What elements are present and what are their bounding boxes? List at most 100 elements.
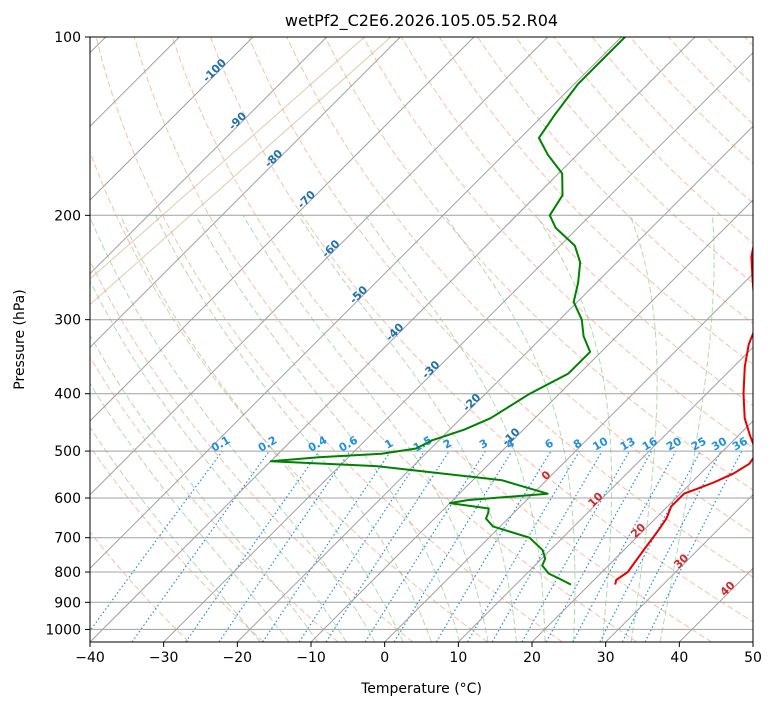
isotherm-line xyxy=(90,37,549,496)
dry-adiabat-line xyxy=(706,37,753,86)
moist-adiabat-line xyxy=(659,215,715,642)
moist-adiabat-line xyxy=(535,215,613,642)
mixing-ratio-line xyxy=(521,450,631,642)
mixing-ratio-line xyxy=(185,450,320,642)
isotherm-line xyxy=(752,641,753,642)
isotherm-line xyxy=(90,37,475,422)
x-tick-label: −40 xyxy=(75,650,105,666)
mixing-ratio-line xyxy=(599,450,702,642)
moist-adiabat-line xyxy=(155,215,432,642)
x-tick-label: −10 xyxy=(296,650,326,666)
isotherm-line xyxy=(90,37,401,349)
dry-adiabat-line xyxy=(553,37,753,244)
isotherm-line xyxy=(310,199,753,642)
y-tick-label: 500 xyxy=(54,444,81,460)
chart-title: wetPf2_C2E6.2026.105.05.52.R04 xyxy=(285,11,558,31)
mixing-ratio-line xyxy=(545,450,653,642)
x-tick-label: −30 xyxy=(149,650,179,666)
dry-adiabat-line xyxy=(95,37,563,642)
dry-adiabat-line xyxy=(90,445,264,642)
y-tick-label: 300 xyxy=(54,313,81,329)
x-tick-label: 30 xyxy=(597,650,615,666)
y-tick-label: 900 xyxy=(54,595,81,611)
isotherm-line xyxy=(90,37,622,570)
x-tick-label: −20 xyxy=(223,650,253,666)
moist-adiabat-line xyxy=(119,215,404,642)
profile-series xyxy=(269,37,753,586)
moist-adiabat-line xyxy=(444,215,576,642)
mixing-ratio-label: 6 xyxy=(543,436,556,451)
isotherm-line xyxy=(457,346,753,642)
mixing-ratio-line xyxy=(644,450,743,642)
background-lines xyxy=(90,37,753,642)
dry-adiabat-line xyxy=(210,37,753,623)
isotherm-label: -50 xyxy=(347,283,370,306)
dry-adiabat-line xyxy=(90,356,339,642)
mixing-ratio-line xyxy=(572,450,677,642)
y-tick-label: 600 xyxy=(54,491,81,507)
y-tick-label: 700 xyxy=(54,531,81,547)
grid-lines xyxy=(90,37,753,642)
dry-adiabat-line xyxy=(90,259,414,642)
isotherm-label: -40 xyxy=(383,320,406,343)
mixing-ratio-line xyxy=(131,450,270,642)
x-tick-label: 50 xyxy=(744,650,762,666)
mixing-ratio-line xyxy=(325,450,450,642)
isotherm-line xyxy=(90,37,254,201)
mixing-ratio-line xyxy=(90,450,223,632)
moist-adiabat-line xyxy=(90,382,290,642)
y-tick-label: 200 xyxy=(54,208,81,224)
axes: −40 −30 −20 −10 0 10 20 30 40 50 1000 900 800 700 600 5… xyxy=(45,30,762,666)
dry-adiabat-line xyxy=(133,37,638,642)
isotherm-line xyxy=(163,51,753,642)
mixing-ratio-label: 2 xyxy=(441,437,454,452)
moist-adiabat-line xyxy=(195,215,461,642)
reference-curve xyxy=(90,37,392,306)
moist-adiabat-line xyxy=(90,279,347,642)
isotherm-label: -10 xyxy=(499,425,522,448)
moist-adiabat-line xyxy=(90,334,319,642)
x-tick-label: 10 xyxy=(449,650,467,666)
moist-adiabat-line xyxy=(364,215,546,642)
temperature-label: 10 xyxy=(586,490,606,510)
plot-frame xyxy=(89,36,754,643)
temperature-label: 40 xyxy=(718,578,738,598)
moist-adiabat-line xyxy=(90,215,376,642)
isotherm-line xyxy=(605,493,753,642)
isotherm-line xyxy=(90,37,328,275)
dry-adiabat-line xyxy=(477,37,753,325)
x-tick-label: 0 xyxy=(380,650,389,666)
mixing-ratio-line xyxy=(298,450,425,642)
isotherm-label: -80 xyxy=(262,147,285,170)
isotherm-label: -60 xyxy=(319,237,342,260)
dry-adiabat-line xyxy=(90,531,190,642)
isotherm-line xyxy=(384,272,753,642)
moist-adiabat-line xyxy=(298,215,517,642)
isotherm-label: -90 xyxy=(226,109,249,132)
isotherm-line xyxy=(678,567,753,642)
isotherm-label: -100 xyxy=(200,56,229,85)
y-tick-label: 100 xyxy=(54,30,81,46)
dry-adiabat-line xyxy=(438,37,753,366)
dry-adiabat-line xyxy=(744,37,753,47)
x-tick-label: 20 xyxy=(523,650,541,666)
moist-adiabat-line xyxy=(629,215,658,642)
mixing-ratio-line xyxy=(262,450,392,642)
dry-adiabat-line xyxy=(171,37,712,642)
dry-adiabat-line xyxy=(668,37,753,125)
isotherm-label: -70 xyxy=(295,188,318,211)
dry-adiabat-line xyxy=(248,37,753,578)
moist-adiabat-line xyxy=(90,426,261,642)
dewpoint-profile-line xyxy=(269,37,626,586)
isotherm-line xyxy=(236,125,753,642)
y-axis-label: Pressure (hPa) xyxy=(12,289,28,389)
mixing-ratio-line xyxy=(393,450,513,642)
dry-adiabat-line xyxy=(515,37,753,284)
y-tick-label: 800 xyxy=(54,565,81,581)
mixing-ratio-line xyxy=(218,450,351,642)
x-axis-label: Temperature (°C) xyxy=(360,681,482,697)
y-tick-label: 1000 xyxy=(45,622,81,638)
mixing-ratio-label: 3 xyxy=(477,437,490,452)
